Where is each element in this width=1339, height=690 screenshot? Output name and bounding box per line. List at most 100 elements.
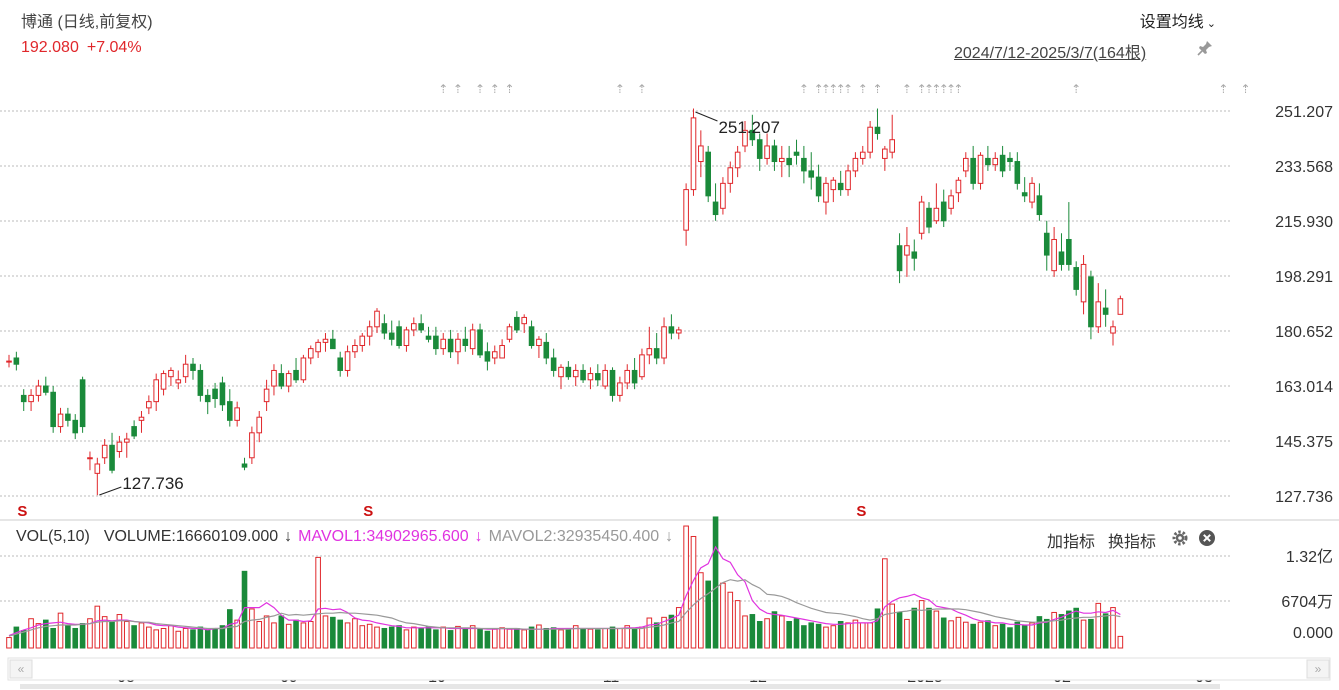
event-arrow-icon: ⇡ [931,82,941,96]
event-arrow-icon: ⇡ [637,82,647,96]
candle-body [1014,161,1021,184]
candle-body [970,157,976,184]
candle [771,139,778,171]
volume-bar [1095,602,1102,649]
candle [705,145,712,203]
candle [101,439,108,464]
volume-bar [28,618,34,649]
volume-bar [1066,610,1072,649]
candle-body [837,182,844,191]
candle-body [6,360,12,363]
volume-bar [801,625,807,649]
time-scrollbar[interactable]: « » [7,657,1331,689]
candle [948,189,954,215]
candle-body [690,117,697,191]
volume-bar [123,621,130,649]
candle [639,348,645,380]
s-signal-icon: S [856,503,866,520]
candle [462,326,469,352]
add-indicator-button[interactable]: 加指标 [1047,534,1096,551]
volume-bar [116,614,123,649]
low-annotation-label: 127.736 [122,474,183,493]
volume-bar [227,609,233,649]
candle-body [418,323,424,331]
scroll-left-button[interactable] [9,659,33,679]
candle-body [263,388,270,403]
candle [374,308,380,334]
scrollbar-thumb[interactable] [20,684,1220,689]
candle [1021,177,1028,203]
candle [293,357,299,383]
candle-body [396,326,402,347]
chevron-left-icon: « [18,662,25,676]
candle [1014,152,1021,190]
volume-bar [499,627,505,649]
volume-bar [411,626,417,649]
candle [1058,233,1065,271]
candle-body [675,329,682,334]
candle [146,395,152,415]
volume-bar [175,630,182,649]
down-arrow-icon: ↓ [284,528,293,545]
candle [50,386,56,433]
candle-body [1021,192,1028,197]
candle [756,133,763,171]
candle-body [985,157,991,166]
gear-icon[interactable] [1171,529,1189,547]
candle-body [168,369,174,378]
volume-bar [617,627,623,649]
switch-indicator-button[interactable]: 换指标 [1108,534,1157,551]
candle-body [712,201,719,216]
candle [352,339,358,358]
volume-bar [808,622,815,649]
volume-bar [79,623,86,649]
date-range-label[interactable]: 2024/7/12-2025/3/7(164根) [954,45,1147,62]
volume-bar [867,622,873,649]
candle [278,364,285,390]
candle-body [1088,276,1094,328]
candle [433,326,439,355]
volume-bar [904,618,910,649]
price-tick-label: 198.291 [1275,269,1333,286]
volume-bar [50,627,56,649]
volume-bar [425,626,432,649]
candle [918,195,925,240]
ma-setting-button[interactable]: 设置均线 ⌄ [1140,8,1216,32]
mavol1-value: MAVOL1:34902965.600 [298,528,469,545]
candle-body [683,189,689,231]
candle [1110,320,1116,346]
event-arrow-icon: ⇡ [490,82,500,96]
candle [1080,255,1087,315]
pin-icon[interactable] [1196,39,1214,57]
volume-bar [690,535,697,649]
candle-body [764,145,770,159]
candle-body [20,394,27,403]
volume-bar [491,628,498,649]
candle [970,145,976,190]
event-arrow-icon: ⇡ [453,82,463,96]
scrollbar-track[interactable] [7,657,1331,681]
volume-bar [469,625,476,649]
candle [933,183,940,224]
candle [168,367,174,387]
scroll-right-button[interactable] [1306,659,1330,679]
candle [528,320,535,349]
candle [477,323,483,358]
candle [1051,227,1057,277]
candle [779,145,785,178]
volume-bar [572,625,579,649]
candle-body [631,369,638,384]
candle-body [572,369,579,378]
candle-body [565,366,572,378]
candle [256,410,263,443]
candle-body [550,357,557,371]
volume-bar [536,624,542,649]
volume-bar [344,622,351,649]
close-icon[interactable] [1198,529,1216,547]
volume-bar [293,619,299,649]
candle-body [116,441,123,453]
candle [330,329,336,350]
candle-body [1051,238,1057,272]
event-arrow-icon: ⇡ [475,82,485,96]
